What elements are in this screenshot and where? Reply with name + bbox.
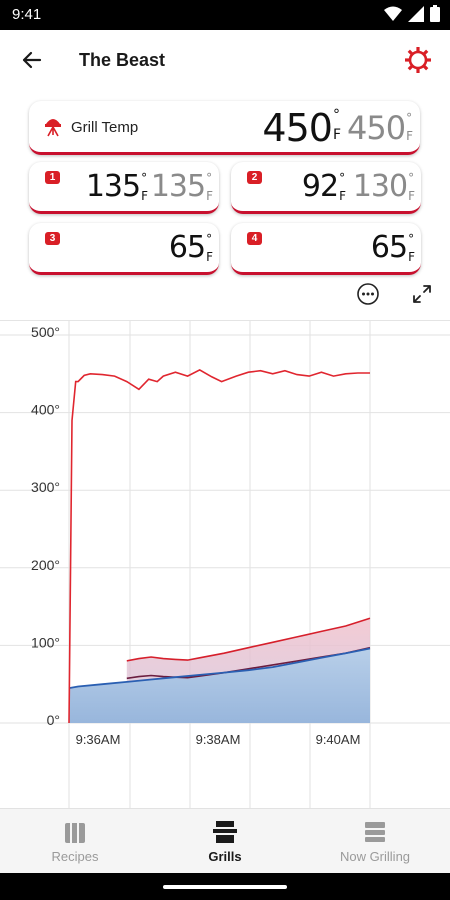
unit-f: F	[206, 250, 213, 264]
degree-sign: °	[141, 171, 147, 185]
y-tick-label: 500°	[31, 324, 60, 340]
probe-series-area	[69, 648, 370, 723]
y-tick-label: 200°	[31, 557, 60, 573]
probe-1-series-line	[126, 617, 371, 662]
status-bar: 9:41	[0, 0, 450, 30]
probe-2-target-temp: 130 ° F	[352, 169, 415, 204]
degree-sign: °	[206, 232, 212, 246]
probe-4-card[interactable]: 4 65 ° F	[231, 223, 421, 275]
grill-current-temp: 450 ° F	[262, 106, 341, 150]
nav-grills-label: Grills	[208, 849, 242, 864]
grill-series-line	[68, 368, 370, 724]
unit-mark: ° F	[408, 171, 415, 203]
unit-mark: ° F	[206, 171, 213, 203]
unit-f: F	[339, 189, 346, 203]
probe-3-icon: 3	[45, 232, 60, 245]
probe-3-current-temp: 65 ° F	[168, 230, 213, 265]
gesture-bar	[0, 873, 450, 900]
grill-current-value: 450	[262, 106, 333, 150]
app-bar: The Beast	[0, 30, 450, 92]
probe-2-current-value: 92	[301, 169, 339, 204]
degree-sign: °	[206, 171, 212, 185]
expand-icon[interactable]	[410, 282, 434, 306]
status-icons	[384, 5, 440, 22]
grill-target-temp: 450 ° F	[347, 109, 413, 147]
degree-sign: °	[332, 107, 340, 123]
grill-target-value: 450	[347, 109, 406, 147]
y-tick-label: 0°	[47, 712, 60, 728]
grill-temp-label: Grill Temp	[71, 119, 139, 136]
unit-f: F	[408, 250, 415, 264]
wifi-icon	[384, 6, 402, 21]
nav-now-grilling-label: Now Grilling	[339, 849, 411, 864]
settings-gear-icon[interactable]	[402, 44, 434, 76]
probe-3-card[interactable]: 3 65 ° F	[29, 223, 219, 275]
probe-3-series-line	[68, 647, 371, 689]
unit-mark: ° F	[332, 107, 341, 143]
unit-mark: ° F	[206, 232, 213, 264]
degree-sign: °	[408, 171, 414, 185]
probe-2-icon: 2	[247, 171, 262, 184]
probe-4-current-value: 65	[370, 230, 408, 265]
status-time: 9:41	[12, 6, 42, 23]
battery-icon	[430, 5, 440, 22]
unit-f: F	[408, 189, 415, 203]
nav-grills[interactable]: Grills	[150, 809, 300, 874]
probe-1-current-value: 135	[85, 169, 141, 204]
unit-mark: ° F	[406, 111, 413, 143]
home-indicator[interactable]	[163, 885, 287, 889]
probe-1-target-value: 135	[150, 169, 206, 204]
probe-1-icon: 1	[45, 171, 60, 184]
temperature-chart-svg: 500° 400° 300° 200° 100° 0° 9:36AM 9:38AM 9:40AM	[0, 321, 450, 809]
unit-f: F	[141, 189, 148, 203]
unit-mark: ° F	[408, 232, 415, 264]
back-arrow-icon[interactable]	[16, 44, 48, 76]
probe-1-card[interactable]: 1 135 ° F 135 ° F	[29, 162, 219, 214]
probe-1-target-temp: 135 ° F	[150, 169, 213, 204]
y-tick-label: 300°	[31, 479, 60, 495]
probe-3-current-value: 65	[168, 230, 206, 265]
bottom-navigation: Recipes Grills Now Grilling	[0, 808, 450, 874]
probe-2-target-value: 130	[352, 169, 408, 204]
grill-icon	[45, 119, 61, 137]
chart-actions	[356, 282, 434, 306]
nav-now-grilling[interactable]: Now Grilling	[300, 809, 450, 874]
unit-f: F	[206, 189, 213, 203]
y-tick-label: 100°	[31, 634, 60, 650]
x-tick-label: 9:38AM	[196, 732, 241, 747]
page-title: The Beast	[79, 50, 166, 70]
degree-sign: °	[408, 232, 414, 246]
grill-temp-card[interactable]: Grill Temp 450 ° F 450 ° F	[29, 101, 420, 155]
unit-mark: ° F	[141, 171, 148, 203]
signal-icon	[408, 5, 424, 22]
recipes-icon	[65, 823, 85, 843]
x-tick-label: 9:40AM	[316, 732, 361, 747]
now-grilling-icon	[365, 822, 385, 842]
probe-1-current-temp: 135 ° F	[85, 169, 148, 204]
x-tick-label: 9:36AM	[76, 732, 121, 747]
degree-sign: °	[339, 171, 345, 185]
probe-2-current-temp: 92 ° F	[301, 169, 346, 204]
unit-mark: ° F	[339, 171, 346, 203]
probe-4-current-temp: 65 ° F	[370, 230, 415, 265]
nav-recipes-label: Recipes	[51, 849, 99, 864]
grill-icon	[213, 821, 237, 843]
unit-f: F	[406, 129, 413, 143]
degree-sign: °	[406, 111, 412, 125]
unit-f: F	[332, 127, 341, 143]
probe-2-card[interactable]: 2 92 ° F 130 ° F	[231, 162, 421, 214]
more-options-icon[interactable]	[356, 282, 380, 306]
temperature-chart[interactable]: 500° 400° 300° 200° 100° 0° 9:36AM 9:38AM 9:40AM	[0, 320, 450, 809]
probe-4-icon: 4	[247, 232, 262, 245]
y-tick-label: 400°	[31, 402, 60, 418]
nav-recipes[interactable]: Recipes	[0, 809, 150, 874]
